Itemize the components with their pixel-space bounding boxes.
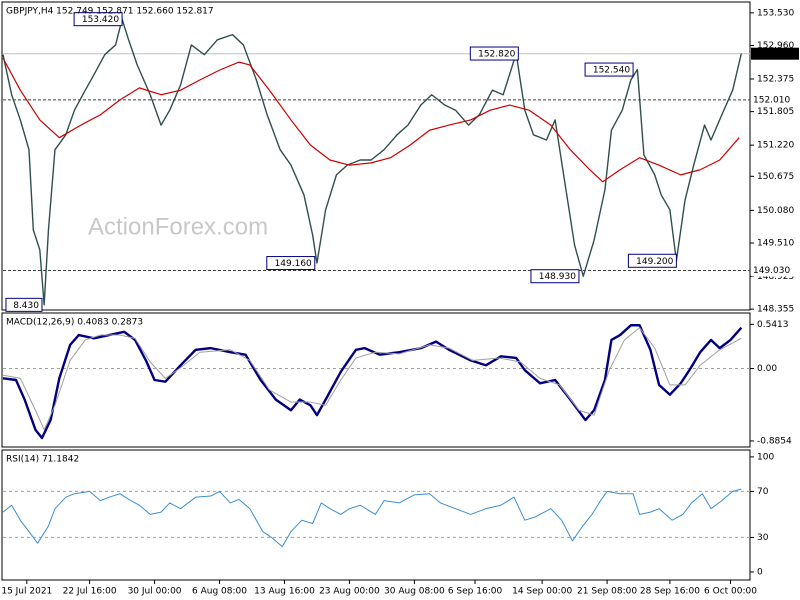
annotation-box: [266, 256, 316, 271]
annotation-box: [584, 62, 634, 77]
y-tick-label: 0.00: [757, 364, 777, 374]
y-tick-label: 70: [757, 487, 769, 497]
y-tick-label: 152.960: [757, 41, 794, 51]
series-line: [2, 327, 742, 431]
panel-title: MACD(12,26,9) 0.4083 0.2873: [6, 318, 143, 328]
y-tick-label: 100: [757, 452, 774, 462]
series-line: [2, 488, 742, 548]
x-tick-label: 30 Aug 08:00: [384, 587, 445, 597]
annotation-label: 149.200: [636, 257, 673, 267]
annotation-label: 148.930: [539, 272, 576, 282]
x-tick-label: 6 Oct 00:00: [704, 587, 757, 597]
y-tick-label: 152.375: [757, 75, 794, 85]
panel-border: [1, 312, 751, 448]
y-tick-label: 0.5413: [757, 320, 789, 330]
annotation-box: [530, 269, 580, 284]
price-label-box: [751, 93, 799, 106]
y-tick-label: 148.925: [757, 272, 794, 282]
y-tick-label: -0.8854: [757, 436, 792, 446]
y-tick-label: 150.080: [757, 206, 794, 216]
y-tick-label: 149.510: [757, 239, 794, 249]
series-line: [2, 18, 743, 306]
x-tick-label: 21 Sep 08:00: [577, 587, 637, 597]
y-tick-label: 0: [757, 567, 763, 577]
price-label: 152.817: [753, 49, 790, 59]
series-line: [2, 57, 740, 183]
x-tick-label: 13 Aug 16:00: [254, 587, 315, 597]
price-label-box: [751, 47, 799, 60]
x-tick-label: 6 Sep 16:00: [448, 587, 503, 597]
x-tick-label: 30 Jul 00:00: [128, 587, 182, 597]
y-tick-label: 151.220: [757, 141, 794, 151]
price-label: 152.010: [753, 95, 790, 105]
x-tick-label: 15 Jul 2021: [1, 587, 52, 597]
annotation-label: 152.540: [593, 66, 630, 76]
panel-title: RSI(14) 71.1842: [6, 455, 79, 465]
x-tick-label: 28 Sep 16:00: [640, 587, 700, 597]
annotation-box: [73, 12, 123, 27]
panel-title: GBPJPY,H4 152.749 152.871 152.660 152.81…: [6, 7, 214, 17]
panel-border: [1, 449, 751, 581]
y-tick-label: 151.805: [757, 107, 794, 117]
y-tick-label: 148.355: [757, 305, 794, 315]
price-label-box: [751, 264, 799, 277]
x-tick-label: 14 Sep 00:00: [512, 587, 572, 597]
y-tick-label: 150.675: [757, 172, 794, 182]
x-tick-label: 23 Aug 00:00: [319, 587, 380, 597]
annotation-box: [469, 46, 519, 61]
x-tick-label: 22 Jul 16:00: [63, 587, 117, 597]
watermark: ActionForex.com: [88, 213, 268, 240]
y-tick-label: 30: [757, 533, 769, 543]
annotation-label: 152.820: [478, 50, 515, 60]
annotation-label: 153.420: [82, 15, 119, 25]
annotation-label: 149.160: [275, 259, 312, 269]
panel-border: [1, 1, 751, 311]
annotation-box: [627, 253, 677, 268]
price-label: 149.030: [753, 266, 790, 276]
annotation-label: 8.430: [13, 301, 39, 311]
x-tick-label: 6 Aug 08:00: [192, 587, 247, 597]
y-tick-label: 153.530: [757, 8, 794, 18]
annotation-box: [5, 297, 43, 312]
